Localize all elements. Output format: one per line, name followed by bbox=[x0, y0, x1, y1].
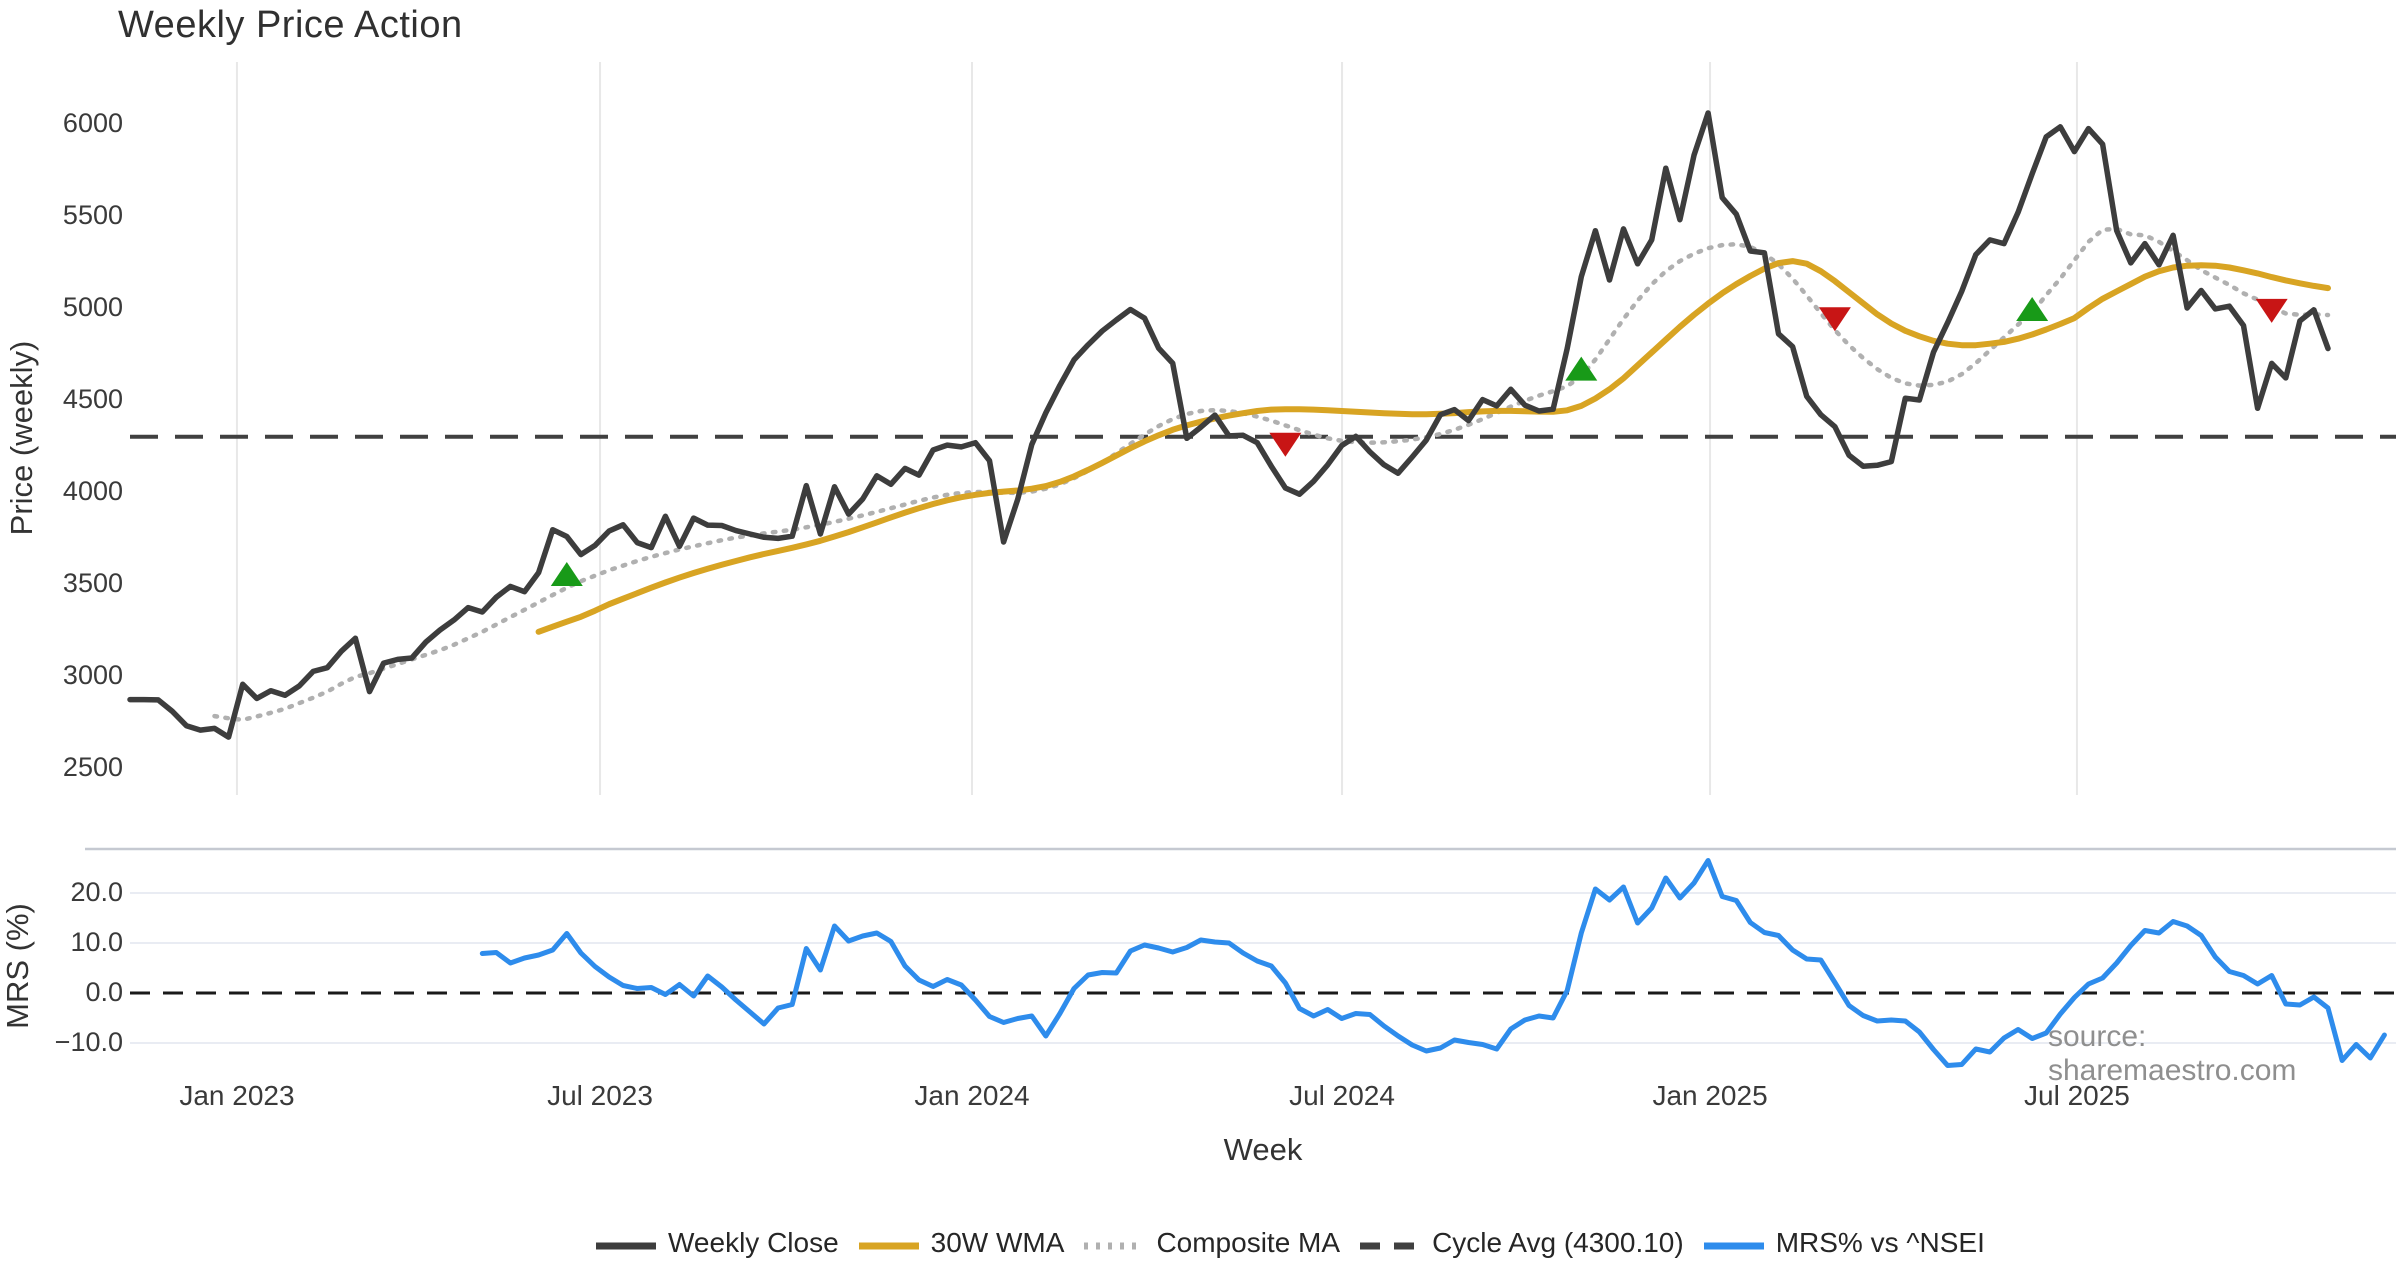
buy-triangle-icon bbox=[2016, 297, 2049, 322]
composite-ma-line bbox=[212, 226, 2331, 723]
x-axis-title: Week bbox=[1223, 1132, 1303, 1167]
legend: Weekly Close 30W WMA Composite MA Cycle … bbox=[596, 1222, 2005, 1264]
price-tick-label: 2500 bbox=[62, 752, 123, 782]
price-tick-label: 3500 bbox=[62, 568, 123, 598]
legend-label: 30W WMA bbox=[930, 1227, 1065, 1258]
sell-triangle-icon bbox=[1818, 307, 1851, 332]
legend-item-weekly-close: Weekly Close bbox=[596, 1227, 839, 1259]
sell-triangle-icon bbox=[2255, 298, 2288, 323]
x-tick-label: Jul 2024 bbox=[1289, 1080, 1395, 1111]
mrs-axis-title: MRS (%) bbox=[0, 903, 35, 1029]
weekly-close-swatch-icon bbox=[596, 1238, 656, 1250]
x-tick-label: Jul 2025 bbox=[2024, 1080, 2130, 1111]
x-tick-label: Jan 2025 bbox=[1652, 1080, 1768, 1111]
legend-item-30w-wma: 30W WMA bbox=[858, 1227, 1065, 1259]
wma-swatch-icon bbox=[858, 1238, 919, 1250]
mrs-swatch-icon bbox=[1703, 1238, 1764, 1250]
price-tick-label: 4000 bbox=[62, 476, 123, 506]
legend-item-mrs: MRS% vs ^NSEI bbox=[1703, 1227, 1985, 1259]
composite-swatch-icon bbox=[1084, 1238, 1145, 1250]
x-tick-label: Jul 2023 bbox=[547, 1080, 653, 1111]
buy-triangle-icon bbox=[1565, 356, 1598, 381]
price-tick-label: 5000 bbox=[62, 292, 123, 322]
mrs-tick-label: 0.0 bbox=[85, 977, 123, 1007]
price-tick-label: 4500 bbox=[62, 384, 123, 414]
price-tick-label: 5500 bbox=[62, 200, 123, 230]
legend-item-cycle-avg: Cycle Avg (4300.10) bbox=[1360, 1227, 1684, 1259]
legend-label: Composite MA bbox=[1156, 1227, 1341, 1258]
mrs-tick-label: 10.0 bbox=[70, 927, 123, 957]
legend-label: Cycle Avg (4300.10) bbox=[1432, 1227, 1684, 1258]
mrs-tick-label: 20.0 bbox=[70, 877, 123, 907]
price-tick-label: 6000 bbox=[62, 108, 123, 138]
mrs-line bbox=[479, 858, 2387, 1068]
buy-triangle-icon bbox=[550, 561, 583, 586]
sell-triangle-icon bbox=[1269, 432, 1302, 457]
legend-label: Weekly Close bbox=[668, 1227, 839, 1258]
source-watermark: source: sharemaestro.com bbox=[2048, 1020, 2297, 1087]
mrs-tick-label: −10.0 bbox=[54, 1027, 123, 1057]
x-tick-label: Jan 2024 bbox=[914, 1080, 1030, 1111]
price-tick-label: 3000 bbox=[62, 660, 123, 690]
legend-label: MRS% vs ^NSEI bbox=[1775, 1227, 1985, 1258]
wma-line bbox=[535, 258, 2331, 635]
legend-item-composite-ma: Composite MA bbox=[1084, 1227, 1340, 1259]
cycle-avg-swatch-icon bbox=[1360, 1238, 1421, 1250]
page-title: Weekly Price Action bbox=[118, 4, 463, 46]
x-tick-label: Jan 2023 bbox=[179, 1080, 295, 1111]
weekly-close-line bbox=[127, 110, 2331, 740]
